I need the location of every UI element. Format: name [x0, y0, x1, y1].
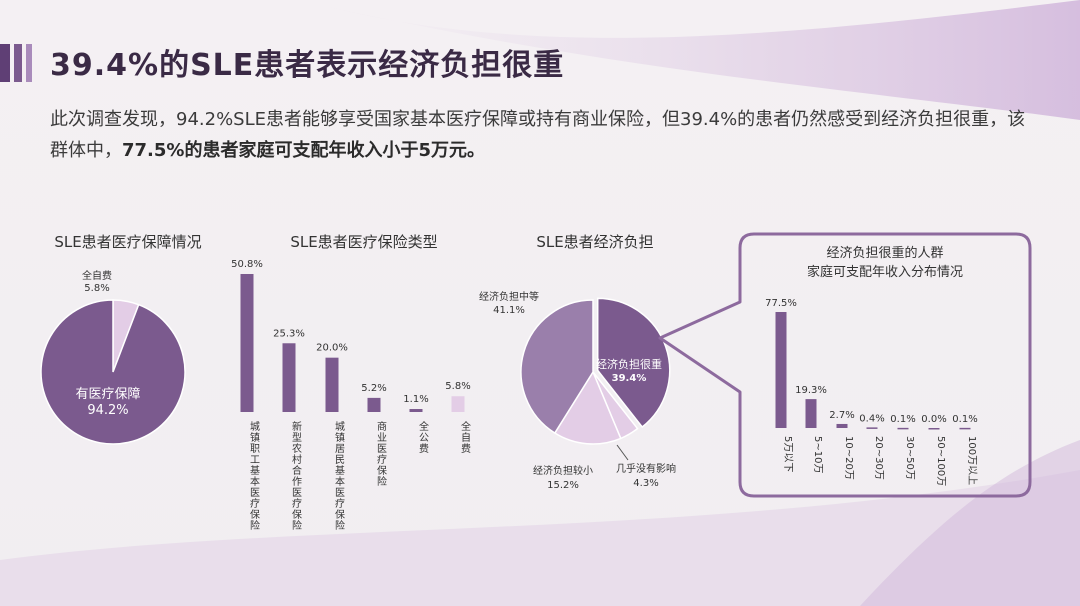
- insurance-bar-category-label: 全自费: [461, 420, 471, 455]
- coverage-pie-title: SLE患者医疗保障情况: [54, 233, 201, 251]
- income-bar-category-label: 50~100万: [935, 436, 946, 486]
- burden-label-heavy-name: 经济负担很重: [596, 357, 662, 371]
- income-bar-category-label: 100万以上: [966, 436, 978, 485]
- insurance-bar: [451, 396, 465, 412]
- income-bar: [928, 428, 940, 430]
- insurance-bar-value-label: 5.2%: [361, 383, 386, 394]
- income-bar-title-line1: 经济负担很重的人群: [826, 245, 943, 261]
- page-title: 39.4%的SLE患者表示经济负担很重: [50, 48, 565, 83]
- insurance-bar-category-label: 城镇居民基本医疗保险: [335, 421, 345, 532]
- insurance-bar: [240, 274, 254, 412]
- summary-text-bold: 77.5%的患者家庭可支配年收入小于5万元。: [122, 140, 485, 161]
- income-bar-value-label: 2.7%: [829, 410, 854, 421]
- income-bar-category-label: 5~10万: [812, 436, 823, 473]
- insurance-bar-value-label: 50.8%: [231, 259, 263, 270]
- insurance-bar-value-label: 20.0%: [316, 343, 348, 354]
- pie-slice-covered: [40, 299, 186, 445]
- pie-label-selfpay-value: 5.8%: [84, 283, 109, 294]
- burden-label-none-value: 4.3%: [633, 478, 658, 489]
- income-bar: [897, 427, 909, 430]
- income-bar-chart: 经济负担很重的人群 家庭可支配年收入分布情况 77.5% 5万以下 19.3% 5~1…: [765, 245, 978, 486]
- income-bar: [959, 427, 971, 430]
- burden-pie-slice: [553, 370, 622, 445]
- income-bar-value-label: 0.1%: [952, 414, 977, 425]
- insurance-bar: [325, 357, 339, 412]
- pie-label-covered-name: 有医疗保障: [75, 387, 140, 402]
- income-bar-category-label: 20~30万: [873, 436, 884, 480]
- income-bar-category-label: 10~20万: [843, 436, 854, 480]
- insurance-bar-value-label: 5.8%: [445, 381, 470, 392]
- burden-label-heavy-value: 39.4%: [612, 373, 647, 384]
- insurance-bar: [409, 409, 423, 412]
- insurance-bar-title: SLE患者医疗保险类型: [290, 233, 437, 251]
- burden-pie-slice: [520, 299, 594, 435]
- insurance-bar-category-label: 新型农村合作医疗保险: [292, 420, 302, 532]
- insurance-bar: [367, 397, 381, 412]
- burden-label-medium-name: 经济负担中等: [479, 290, 539, 303]
- insurance-bar-category-label: 全公费: [419, 420, 429, 455]
- insurance-bar: [282, 343, 296, 412]
- income-bar-value-label: 0.1%: [890, 414, 915, 425]
- summary-text: 此次调查发现，94.2%SLE患者能够享受国家基本医疗保障或持有商业保险，但39…: [50, 104, 1040, 166]
- income-bar-value-label: 19.3%: [795, 385, 827, 396]
- burden-label-none-name: 几乎没有影响: [616, 462, 676, 475]
- burden-pie-slice: [596, 297, 671, 429]
- insurance-bar-value-label: 1.1%: [403, 394, 428, 405]
- income-bar: [836, 423, 848, 428]
- insurance-bar-category-label: 城镇职工基本医疗保险: [250, 421, 260, 532]
- income-bar-value-label: 0.4%: [859, 413, 884, 424]
- income-bar: [866, 427, 878, 429]
- burden-label-small-value: 15.2%: [547, 480, 579, 491]
- income-bar-value-label: 0.0%: [921, 414, 946, 425]
- pie-label-covered-value: 94.2%: [87, 403, 128, 418]
- insurance-bar-value-label: 25.3%: [273, 328, 305, 339]
- burden-label-small-name: 经济负担较小: [533, 464, 593, 477]
- income-bar-value-label: 77.5%: [765, 298, 797, 309]
- burden-leader-line: [616, 444, 629, 461]
- burden-label-medium-value: 41.1%: [493, 305, 525, 316]
- pie-label-selfpay-name: 全自费: [82, 269, 112, 282]
- income-bar: [775, 312, 787, 428]
- insurance-bar-category-label: 商业医疗保险: [377, 420, 387, 488]
- income-bar-category-label: 5万以下: [782, 436, 793, 472]
- burden-pie-chart: SLE患者经济负担 经济负担很重 39.4% 几乎没有影响 4.3% 经济负担较小 15.…: [479, 233, 676, 491]
- insurance-type-bar-chart: SLE患者医疗保险类型 50.8% 城镇职工基本医疗保险 25.3% 新型农村合作医疗…: [231, 233, 471, 532]
- income-bar: [805, 399, 817, 428]
- burden-pie-title: SLE患者经济负担: [536, 233, 653, 251]
- summary-text-part1: 此次调查发现，94.2%SLE患者能够享受国家基本医疗保障或持有商业保险，但39…: [50, 109, 1026, 161]
- income-bar-category-label: 30~50万: [904, 436, 915, 480]
- income-callout-frame: [658, 232, 1032, 498]
- income-bar-title-line2: 家庭可支配年收入分布情况: [807, 264, 963, 280]
